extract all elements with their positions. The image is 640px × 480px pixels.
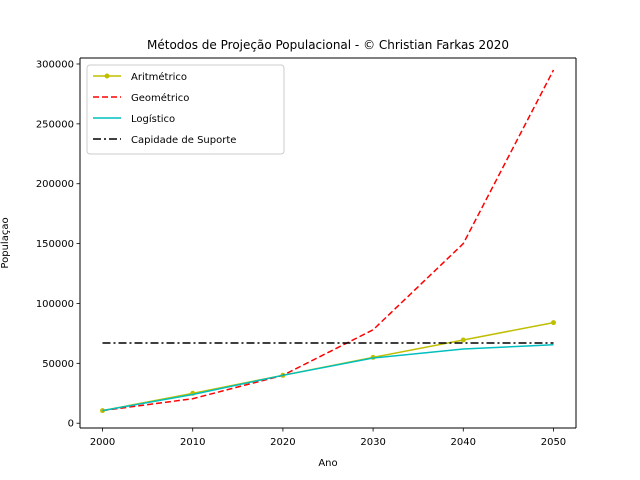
y-tick-label: 200000 [36, 179, 74, 190]
legend-label-0: Aritmétrico [131, 71, 187, 83]
y-axis-label: Populaçao [0, 217, 11, 268]
series-line-2 [102, 344, 554, 412]
x-axis-label: Ano [318, 458, 337, 469]
x-tick-label: 2030 [360, 437, 385, 448]
axes-layer [79, 57, 577, 429]
x-tick-label: 2020 [270, 437, 295, 448]
y-tick-label: 250000 [36, 119, 74, 130]
legend-frame [86, 64, 285, 155]
series-0-point [551, 320, 556, 326]
series-0-point [460, 337, 466, 343]
y-tick-label: 50000 [42, 359, 74, 370]
legend: Aritmétrico Geométrico Logístico Capidade d… [86, 64, 285, 155]
y-tick-label: 100000 [36, 299, 74, 310]
x-tick-label: 2000 [90, 437, 115, 448]
x-tick-label: 2050 [541, 437, 566, 448]
x-tick-label: 2010 [180, 437, 205, 448]
legend-label-3: Capidade de Suporte [131, 135, 236, 146]
legend-marker-0 [104, 73, 110, 79]
chart-title: Métodos de Projeção Populacional - © Chr… [147, 38, 509, 52]
ticks-layer: 2000 2010 2020 2030 2040 2050 0 50000 100000 1500… [36, 59, 566, 448]
legend-label-1: Geométrico [131, 92, 189, 104]
y-tick-label: 300000 [36, 59, 74, 70]
y-tick-label: 150000 [36, 239, 74, 250]
y-tick-label: 0 [68, 419, 74, 430]
x-tick-label: 2040 [451, 437, 476, 448]
series-layer [100, 69, 556, 414]
series-line-1 [102, 69, 555, 412]
legend-label-2: Logístico [131, 113, 175, 125]
